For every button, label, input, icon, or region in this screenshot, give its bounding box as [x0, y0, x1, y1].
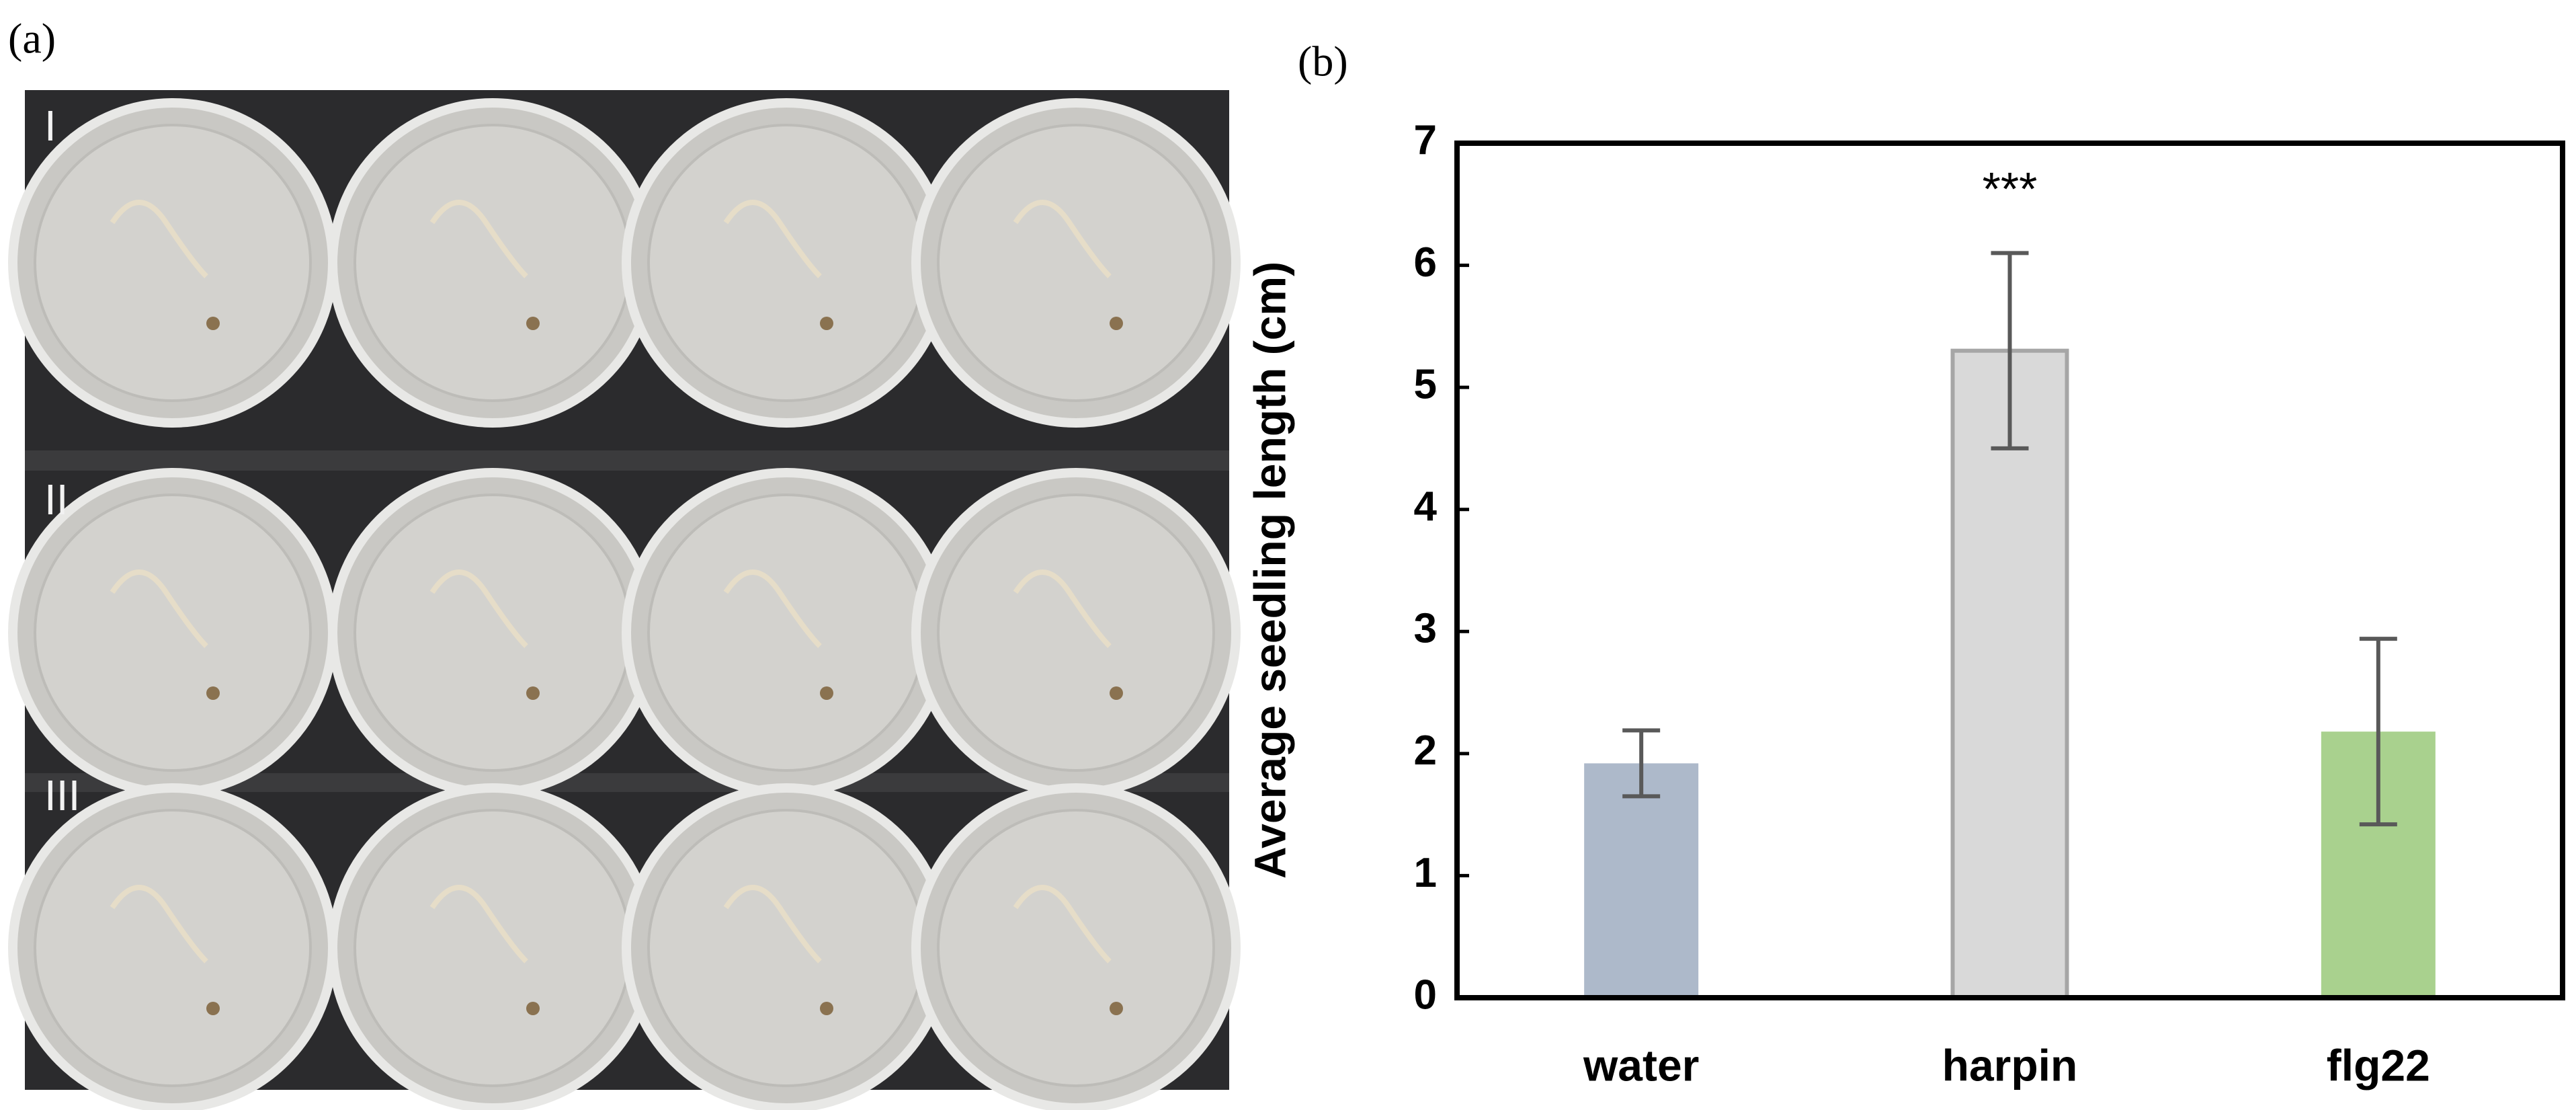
error-bar [2359, 637, 2397, 827]
y-tick-label: 7 [1414, 117, 1437, 163]
y-tick-label: 1 [1414, 850, 1437, 896]
seed [206, 317, 220, 330]
photo: I II III [8, 90, 1241, 1110]
petri-dish-inner [937, 124, 1215, 402]
seed [1110, 1002, 1123, 1015]
bar [1950, 348, 2069, 1000]
error-bar [1622, 728, 1661, 799]
y-tick-label: 4 [1414, 483, 1438, 530]
x-tick-label: harpin [1942, 1040, 2078, 1090]
bar [1584, 763, 1699, 998]
seed [526, 1002, 540, 1015]
panel-label: (b) [1298, 38, 1348, 85]
seedling [110, 885, 208, 963]
seedling [723, 200, 822, 278]
significance-annotation: *** [1983, 163, 2038, 215]
petri-dish-inner [354, 493, 632, 772]
seedling [429, 569, 528, 648]
x-tick-label: water [1583, 1040, 1699, 1090]
petri-dish-inner [647, 124, 925, 402]
y-tick-label: 3 [1414, 606, 1437, 652]
petri-dish-inner [34, 493, 312, 772]
seed [820, 686, 833, 700]
petri-dish-inner [354, 124, 632, 402]
petri-dish-inner [34, 124, 312, 402]
seedling [1013, 200, 1112, 278]
y-tick-label: 6 [1414, 239, 1437, 286]
row-label: I [44, 102, 56, 150]
seedling [110, 569, 208, 648]
plot: 0 1 2 3 4 5 6 7 water harpin flg22 *** [1414, 117, 2565, 1090]
seed [526, 317, 540, 330]
petri-dish-inner [937, 493, 1215, 772]
error-bar [1991, 251, 2029, 450]
petri-dish-inner [354, 809, 632, 1087]
seed [820, 317, 833, 330]
petri-dish-inner [647, 809, 925, 1087]
seed [206, 686, 220, 700]
row-label: III [44, 771, 80, 820]
petri-dish-inner [34, 809, 312, 1087]
y-axis-label: Average seedling length (cm) [1245, 262, 1294, 879]
seed [1110, 317, 1123, 330]
seed [206, 1002, 220, 1015]
panel-label: (a) [8, 15, 56, 63]
y-tick-label: 5 [1414, 362, 1437, 408]
row-label: II [44, 475, 69, 524]
seedling [429, 200, 528, 278]
seedling [110, 200, 208, 278]
seed [1110, 686, 1123, 700]
photo-seam [25, 450, 1229, 471]
y-tick-label: 2 [1414, 727, 1437, 774]
seedling [1013, 569, 1112, 648]
seedling [1013, 885, 1112, 963]
seed [526, 686, 540, 700]
y-tick-label: 0 [1414, 972, 1437, 1018]
seedling [723, 885, 822, 963]
petri-dish-inner [937, 809, 1215, 1087]
seed [820, 1002, 833, 1015]
petri-dish-inner [647, 493, 925, 772]
seedling [723, 569, 822, 648]
x-tick-label: flg22 [2327, 1040, 2430, 1090]
seedling [429, 885, 528, 963]
